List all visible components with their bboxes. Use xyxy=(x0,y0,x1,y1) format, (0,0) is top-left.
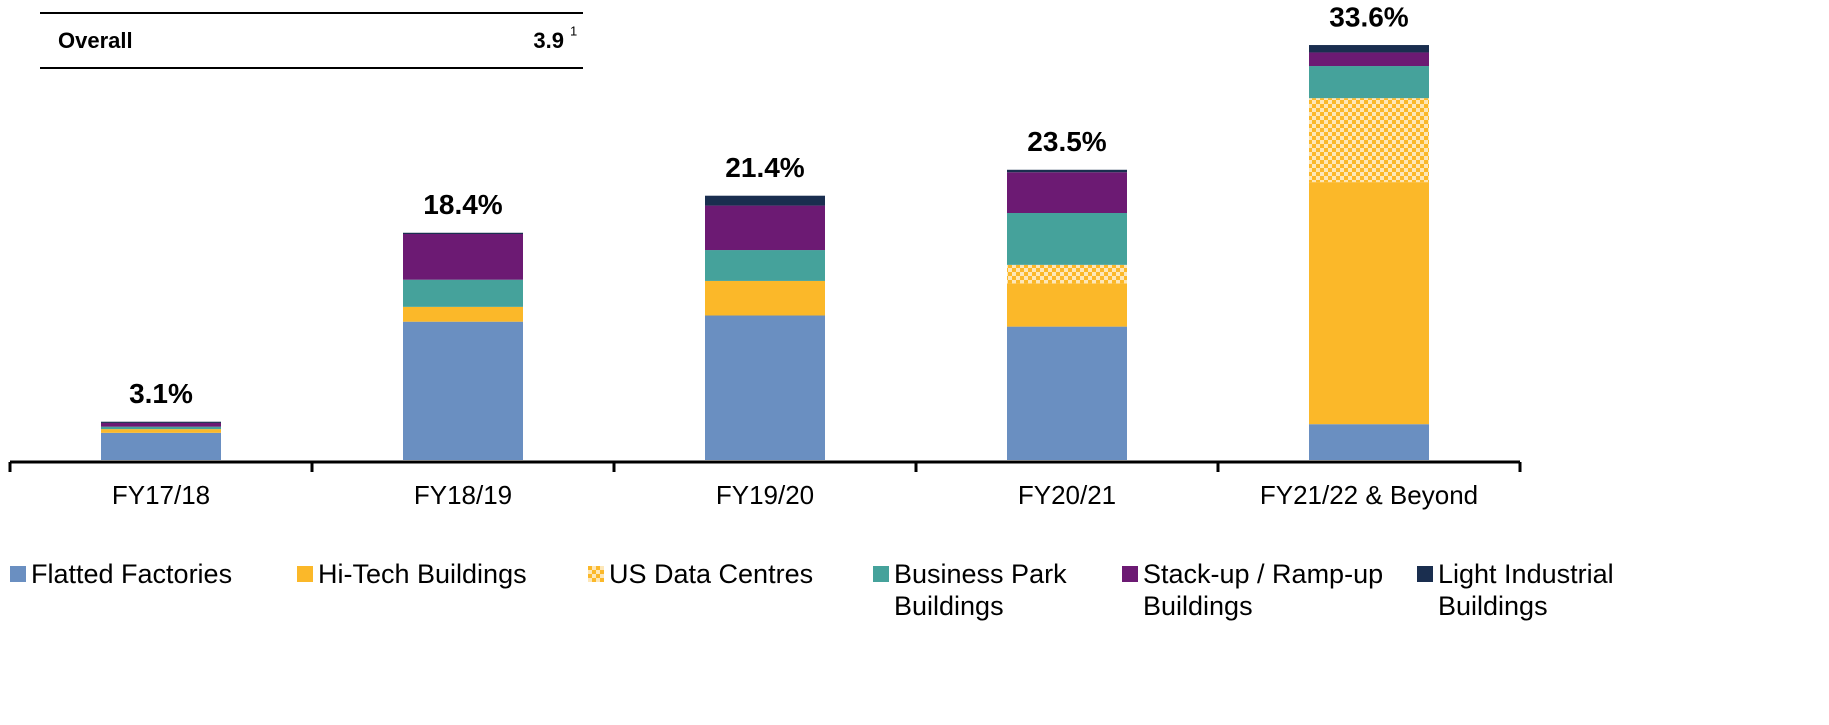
legend-swatch xyxy=(297,566,313,582)
bar-segment xyxy=(705,280,825,316)
total-label: 21.4% xyxy=(725,152,804,183)
legend-label: Hi-Tech Buildings xyxy=(318,559,527,589)
bar-segment xyxy=(403,321,523,460)
bar-segment xyxy=(101,422,221,427)
bar-segment xyxy=(403,279,523,307)
x-tick-label: FY19/20 xyxy=(716,480,814,510)
bar-segment xyxy=(1007,283,1127,327)
bar-segment xyxy=(101,421,221,423)
bar-segment xyxy=(101,432,221,460)
legend-label: Light Industrial Buildings xyxy=(1438,559,1614,621)
bar-segment xyxy=(403,233,523,280)
footnote-marker: 1 xyxy=(570,23,577,38)
total-label: 23.5% xyxy=(1027,126,1106,157)
legend-swatch xyxy=(873,566,889,582)
bar-segment xyxy=(705,250,825,281)
legend-swatch xyxy=(588,566,604,582)
x-tick-label: FY18/19 xyxy=(414,480,512,510)
bar-segment xyxy=(1007,213,1127,265)
x-tick-label: FY21/22 & Beyond xyxy=(1260,480,1478,510)
legend-item: Light Industrial Buildings xyxy=(1417,558,1678,622)
bar-segment xyxy=(1309,98,1429,183)
bar-segment xyxy=(1007,326,1127,460)
summary-value: 3.9 xyxy=(533,28,564,53)
bar-segment xyxy=(1007,264,1127,284)
bar-segment xyxy=(403,232,523,234)
bar-segment xyxy=(1007,169,1127,173)
bar-segment xyxy=(705,205,825,251)
bar-segment xyxy=(1309,52,1429,67)
total-label: 3.1% xyxy=(129,378,193,409)
bar-segment xyxy=(1309,424,1429,460)
legend: Flatted Factories Hi-Tech Buildings US Dat… xyxy=(10,558,1696,622)
summary-label: Overall xyxy=(58,28,133,53)
bar-segment xyxy=(705,315,825,460)
legend-item: Flatted Factories xyxy=(10,558,279,622)
legend-item: Stack-up / Ramp-up Buildings xyxy=(1122,558,1399,622)
total-label: 18.4% xyxy=(423,189,502,220)
bar-segment xyxy=(101,426,221,430)
legend-swatch xyxy=(10,566,26,582)
legend-swatch xyxy=(1122,566,1138,582)
legend-label: Business Park Buildings xyxy=(894,559,1067,621)
legend-item: US Data Centres xyxy=(588,558,855,622)
bar-segment xyxy=(1309,45,1429,53)
total-label: 33.6% xyxy=(1329,1,1408,32)
legend-item: Business Park Buildings xyxy=(873,558,1104,622)
x-tick-label: FY20/21 xyxy=(1018,480,1116,510)
legend-item: Hi-Tech Buildings xyxy=(297,558,570,622)
chart: Overall 3.9 1 3.1% FY17/18 18.4% FY18/19 21.… xyxy=(8,1,1522,510)
legend-label: Flatted Factories xyxy=(31,559,233,589)
legend-label: Stack-up / Ramp-up Buildings xyxy=(1143,559,1384,621)
bar-segment xyxy=(101,429,221,433)
bar-segment xyxy=(1309,66,1429,99)
bar-segment xyxy=(1309,182,1429,425)
bar-segment xyxy=(1007,172,1127,213)
x-tick-label: FY17/18 xyxy=(112,480,210,510)
bar-segment xyxy=(705,195,825,206)
legend-swatch xyxy=(1417,566,1433,582)
legend-label: US Data Centres xyxy=(609,559,814,589)
bar-segment xyxy=(403,306,523,322)
